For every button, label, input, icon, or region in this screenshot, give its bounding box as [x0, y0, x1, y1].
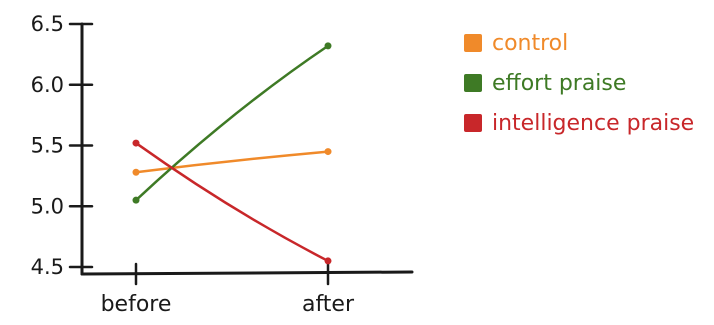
- data-point: [324, 42, 332, 50]
- data-point: [324, 257, 332, 265]
- legend-swatch: [464, 74, 482, 92]
- y-tick-label: 5.5: [31, 134, 64, 158]
- series-line: [134, 150, 330, 174]
- legend-swatch: [464, 34, 482, 52]
- x-ticks: before after: [101, 262, 355, 317]
- data-point: [132, 196, 140, 204]
- series-line: [134, 44, 330, 202]
- legend-swatch: [464, 114, 482, 132]
- data-point: [132, 168, 140, 176]
- legend-item: control: [464, 31, 568, 56]
- x-category-label: after: [302, 292, 355, 317]
- y-tick-label: 5.0: [31, 194, 64, 218]
- y-tick-label: 6.0: [31, 73, 64, 97]
- y-tick-label: 6.5: [31, 12, 64, 36]
- series-layer: [132, 42, 332, 265]
- series-intelligence-praise: [132, 139, 332, 265]
- axes: [80, 22, 414, 276]
- y-tick-label: 4.5: [31, 255, 64, 279]
- legend: control effort praise intelligence praise: [464, 31, 694, 136]
- series-effort-praise: [132, 42, 332, 204]
- y-ticks: 4.5 5.0 5.5 6.0 6.5: [31, 12, 94, 279]
- data-point: [132, 139, 140, 147]
- x-category-label: before: [101, 292, 172, 317]
- legend-label: effort praise: [492, 71, 626, 96]
- x-axis-line: [80, 270, 414, 276]
- legend-label: intelligence praise: [492, 111, 694, 136]
- series-line: [134, 141, 330, 263]
- legend-item: intelligence praise: [464, 111, 694, 136]
- legend-item: effort praise: [464, 71, 626, 96]
- series-control: [132, 148, 332, 176]
- data-point: [324, 148, 332, 156]
- legend-label: control: [492, 31, 568, 56]
